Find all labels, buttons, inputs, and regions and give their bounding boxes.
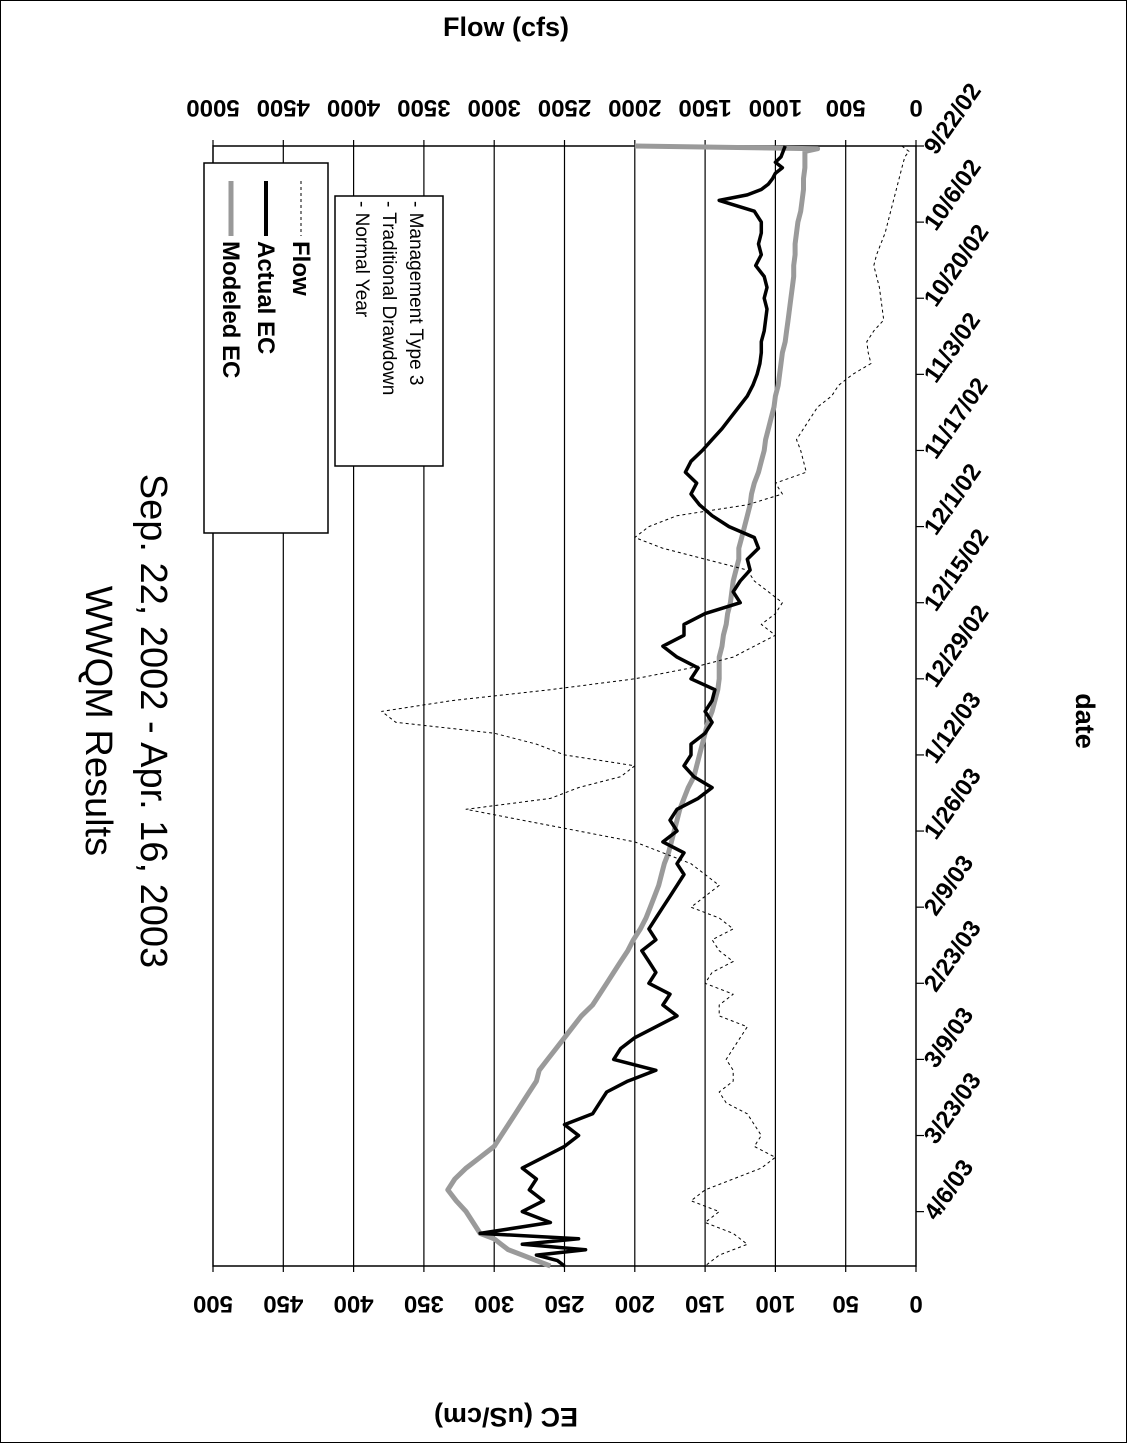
y-left-tick-label: 3500 [397,94,450,121]
x-tick-label: 10/20/02 [919,220,995,312]
y-left-tick-label: 1000 [749,94,802,121]
y-right-tick-label: 150 [685,1290,725,1317]
x-tick-label: 11/17/02 [919,373,994,464]
x-tick-label: 2/23/03 [919,916,987,997]
y-left-tick-label: 4000 [327,94,380,121]
note-normal-year: - Normal Year [351,201,372,318]
y-right-tick-label: 500 [193,1290,233,1317]
x-tick-label: 3/9/03 [919,1003,979,1073]
legend-entry-actual-ec: Actual EC [252,181,279,354]
y-left-tick-label: 500 [826,94,866,121]
legend: Modeled EC Actual EC Flow [203,162,329,534]
y-left-tick-label: 0 [909,94,922,121]
x-tick-label: 4/6/03 [919,1155,979,1225]
legend-label-actual-ec: Actual EC [252,241,279,354]
y-left-tick-label: 2500 [538,94,591,121]
series-line-flow [381,145,910,1267]
y-right-tick-label: 350 [404,1290,444,1317]
x-tick-label: 9/22/02 [919,78,987,159]
legend-label-modeled-ec: Modeled EC [217,241,244,378]
y-left-tick-label: 3000 [468,94,521,121]
x-tick-label: 12/15/02 [919,524,995,616]
series-line-actual-ec [478,145,787,1268]
x-tick-label: 1/26/03 [919,763,987,844]
legend-entry-modeled-ec: Modeled EC [217,181,244,378]
y-left-tick-label: 5000 [186,94,239,121]
y-right-tick-label: 100 [755,1290,795,1317]
x-axis-title: date [1070,693,1100,749]
x-tick-label: 3/23/03 [919,1068,987,1149]
y-right-tick-label: 0 [909,1290,922,1317]
y-left-axis-title: EC (uS/cm) [434,1402,578,1432]
y-right-tick-label: 450 [263,1290,303,1317]
x-tick-label: 12/29/02 [919,600,995,692]
y-right-tick-label: 200 [615,1290,655,1317]
legend-label-flow: Flow [287,241,314,296]
x-tick-label: 11/3/02 [919,308,986,388]
chart-title: WWQM Results [77,586,119,856]
y-left-tick-label: 2000 [608,94,661,121]
legend-entry-flow: Flow [287,181,314,296]
series-lines [381,143,910,1269]
x-tick-label: 1/12/03 [919,687,987,768]
y-left-tick-label: 4500 [257,94,310,121]
y-right-axis-title: Flow (cfs) [443,12,569,42]
note-traditional-drawdown: - Traditional Drawdown [378,201,399,395]
x-tick-label: 2/9/03 [919,850,979,920]
y-right-tick-label: 400 [334,1290,374,1317]
y-right-tick-label: 300 [474,1290,514,1317]
y-right-tick-label: 250 [544,1290,584,1317]
scenario-notes: - Normal Year - Traditional Drawdown - M… [334,195,444,467]
series-line-modeled-ec [445,143,821,1269]
chart-subtitle: Sep. 22, 2002 - Apr. 16, 2003 [132,474,174,968]
y-left-tick-label: 1500 [678,94,731,121]
y-right-tick-label: 50 [832,1290,859,1317]
note-management-type-3: - Management Type 3 [405,201,426,385]
